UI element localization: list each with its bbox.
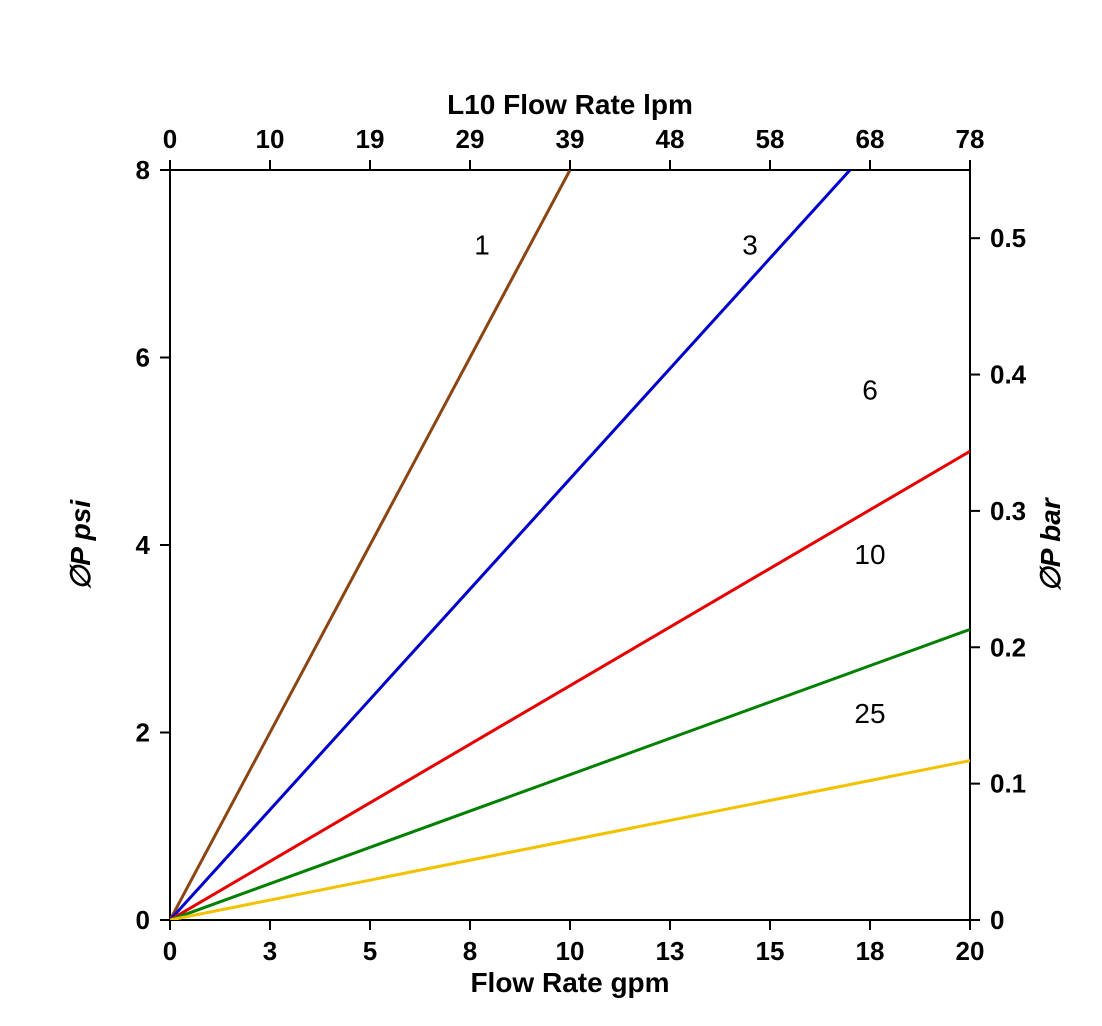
x-bottom-tick-label: 3: [263, 936, 277, 966]
y-left-label: ∅P psi: [65, 499, 96, 590]
series-label-6: 6: [862, 375, 878, 406]
y-right-tick-label: 0.1: [990, 769, 1026, 799]
x-bottom-tick-label: 10: [556, 936, 585, 966]
y-left-tick-label: 0: [136, 905, 150, 935]
y-left-tick-label: 2: [136, 718, 150, 748]
x-bottom-tick-label: 20: [956, 936, 985, 966]
series-label-1: 1: [474, 229, 490, 260]
pressure-flow-chart: 03581013151820Flow Rate gpm0101929394858…: [0, 0, 1102, 1026]
y-right-tick-label: 0.4: [990, 360, 1027, 390]
x-bottom-tick-label: 18: [856, 936, 885, 966]
x-bottom-tick-label: 15: [756, 936, 785, 966]
x-top-tick-label: 10: [256, 124, 285, 154]
series-label-3: 3: [742, 229, 758, 260]
x-top-tick-label: 19: [356, 124, 385, 154]
x-top-title: L10 Flow Rate lpm: [447, 89, 693, 120]
x-top-title-prefix: L10: [447, 89, 495, 120]
chart-svg: 03581013151820Flow Rate gpm0101929394858…: [0, 0, 1102, 1026]
series-label-10: 10: [854, 539, 885, 570]
x-top-tick-label: 0: [163, 124, 177, 154]
x-top-tick-label: 29: [456, 124, 485, 154]
x-top-tick-label: 39: [556, 124, 585, 154]
x-bottom-tick-label: 5: [363, 936, 377, 966]
x-top-tick-label: 58: [756, 124, 785, 154]
x-top-tick-label: 68: [856, 124, 885, 154]
y-right-tick-label: 0.3: [990, 496, 1026, 526]
y-left-tick-label: 6: [136, 343, 150, 373]
x-bottom-tick-label: 8: [463, 936, 477, 966]
x-top-title-label: Flow Rate lpm: [503, 89, 693, 120]
x-top-tick-label: 78: [956, 124, 985, 154]
y-right-tick-label: 0.5: [990, 223, 1026, 253]
x-bottom-label: Flow Rate gpm: [470, 967, 669, 998]
x-top-tick-label: 48: [656, 124, 685, 154]
y-right-tick-label: 0: [990, 905, 1004, 935]
y-left-tick-label: 4: [136, 530, 151, 560]
y-left-tick-label: 8: [136, 155, 150, 185]
y-right-label: ∅P bar: [1035, 496, 1066, 591]
y-right-tick-label: 0.2: [990, 632, 1026, 662]
x-bottom-tick-label: 0: [163, 936, 177, 966]
x-bottom-tick-label: 13: [656, 936, 685, 966]
series-label-25: 25: [854, 698, 885, 729]
